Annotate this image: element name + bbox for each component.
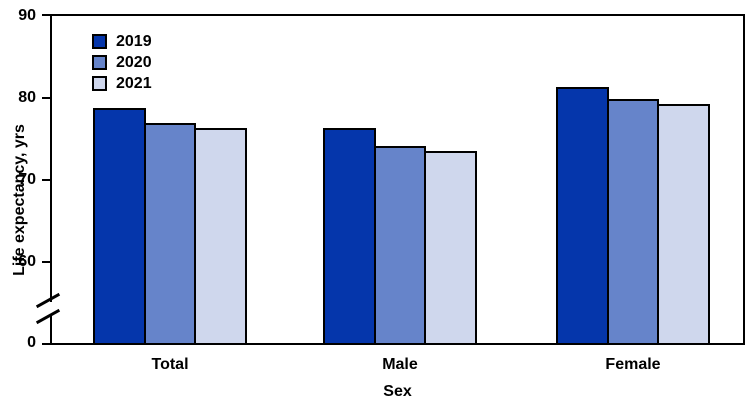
bar-total-2020 (143, 122, 197, 343)
bar-male-2021 (424, 151, 478, 343)
x-axis-label: Sex (383, 383, 412, 400)
bar-group-male (323, 16, 478, 343)
y-tick (42, 97, 52, 99)
legend-item-2021: 2021 (92, 73, 152, 94)
y-tick-label: 80 (18, 89, 36, 106)
legend: 2019 2020 2021 (92, 31, 152, 94)
bar-total-2019 (93, 107, 146, 343)
legend-label: 2019 (116, 32, 152, 50)
bar-female-2020 (606, 98, 660, 343)
legend-swatch-icon (92, 34, 107, 49)
bar-group-total (93, 16, 248, 343)
axis-break-gap (50, 302, 52, 316)
y-tick (42, 14, 52, 16)
axis-break-slash-icon (35, 292, 61, 309)
bar-female-2021 (657, 103, 711, 343)
category-label-total: Total (151, 356, 189, 373)
y-tick-label: 0 (27, 334, 36, 351)
bar-female-2019 (556, 86, 609, 343)
plot-area: 2019 2020 2021 90 80 70 60 0 (18, 7, 745, 351)
legend-item-2020: 2020 (92, 52, 152, 73)
axis-break-slash-icon (35, 308, 61, 325)
bar-group-female (556, 16, 711, 343)
legend-label: 2021 (116, 74, 152, 92)
legend-swatch-icon (92, 76, 107, 91)
category-label-male: Male (382, 356, 418, 373)
legend-label: 2020 (116, 53, 152, 71)
bar-male-2019 (323, 128, 376, 343)
legend-swatch-icon (92, 55, 107, 70)
y-tick (42, 343, 52, 345)
bar-male-2020 (373, 145, 427, 343)
y-tick-label: 70 (18, 171, 36, 188)
y-tick (42, 261, 52, 263)
category-label-female: Female (605, 356, 661, 373)
y-tick-label: 60 (18, 253, 36, 270)
legend-item-2019: 2019 (92, 31, 152, 52)
y-tick (42, 179, 52, 181)
bar-total-2021 (194, 127, 248, 343)
y-tick-label: 90 (18, 7, 36, 24)
